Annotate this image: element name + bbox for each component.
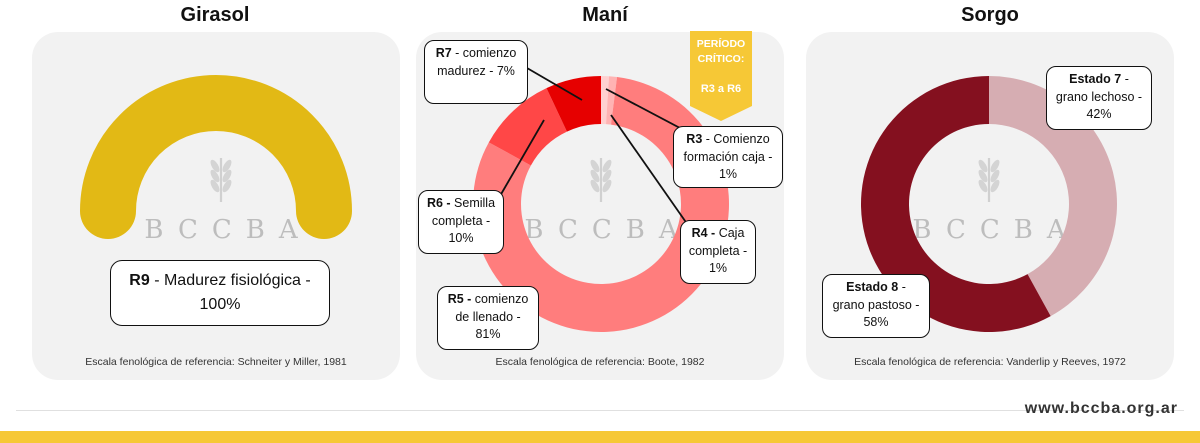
slice-r3 [601,76,610,125]
website-link[interactable]: www.bccba.org.ar [1024,400,1178,417]
sorgo-title: Sorgo [961,4,1019,26]
label-mani-r4: R4 - Caja completa - 1% [680,220,756,284]
footer-bar [0,431,1200,443]
label-text: - grano lechoso - 42% [1055,72,1143,121]
leader-r4 [610,114,691,229]
label-code: R5 - [447,292,472,306]
slice-estado-7 [989,76,1117,317]
label-sorgo-e7: Estado 7 - grano lechoso - 42% [1046,66,1152,130]
leader-r6 [499,119,545,197]
slice-r6 [488,88,567,166]
label-text: - Madurez fisiológica - 100% [154,272,311,313]
footer-divider [16,410,1184,411]
label-text: comienzo de llenado - 81% [455,292,529,341]
wheat-watermark-icon [590,158,612,202]
slice-r7 [546,76,601,132]
critical-period-label: PERÍODO CRÍTICO: [696,38,746,66]
watermark-text: BCCBA [144,215,311,245]
label-code: R6 - [426,196,451,210]
slice-r4 [606,76,618,125]
slice-r9 [80,75,352,239]
girasol-title: Girasol [180,4,250,26]
label-mani-r5: R5 - comienzo de llenado - 81% [437,286,539,350]
label-code: R7 [435,46,452,60]
mani-reference: Escala fenológica de referencia: Boote, … [495,356,705,368]
wheat-watermark-icon [210,158,232,202]
label-code: R9 [129,272,150,289]
sorgo-chart [861,76,1117,332]
critical-period-tag: PERÍODO CRÍTICO: R3 a R6 [690,31,752,121]
label-sorgo-e8: Estado 8 - grano pastoso - 58% [822,274,930,338]
label-code: R4 - [691,226,716,240]
sorgo-reference: Escala fenológica de referencia: Vanderl… [854,356,1126,368]
critical-period-shape [690,31,752,121]
leader-lines [499,67,691,229]
slice-estado-8 [861,76,1051,332]
label-text: - comienzo madurez - 7% [437,46,517,78]
slice-r5 [473,77,729,333]
watermark-text: BCCBA [524,215,691,245]
label-text: Semilla completa - 10% [431,196,496,245]
wheat-watermark-icon [978,158,1000,202]
mani-title: Maní [582,4,628,26]
label-text: - Comienzo formación caja - 1% [683,132,773,181]
label-code: Estado 8 [846,280,899,294]
critical-period-range: R3 a R6 [700,83,742,95]
leader-r3 [605,88,681,129]
mani-chart [473,76,729,333]
label-mani-r7: R7 - comienzo madurez - 7% [424,40,528,104]
label-code: R3 [686,132,703,146]
watermark-layer: BCCBA BCCBA BCCBA [144,158,1079,245]
label-text: Caja completa - 1% [688,226,748,275]
leader-r7 [526,67,583,101]
label-text: - grano pastoso - 58% [832,280,920,329]
label-code: Estado 7 [1069,72,1122,86]
label-mani-r6: R6 - Semilla completa - 10% [418,190,504,254]
girasol-reference: Escala fenológica de referencia: Schneit… [85,356,347,368]
label-girasol-r9: R9 - Madurez fisiológica - 100% [110,260,330,326]
label-mani-r3: R3 - Comienzo formación caja - 1% [673,126,783,188]
watermark-text: BCCBA [912,215,1079,245]
girasol-chart [80,75,352,239]
